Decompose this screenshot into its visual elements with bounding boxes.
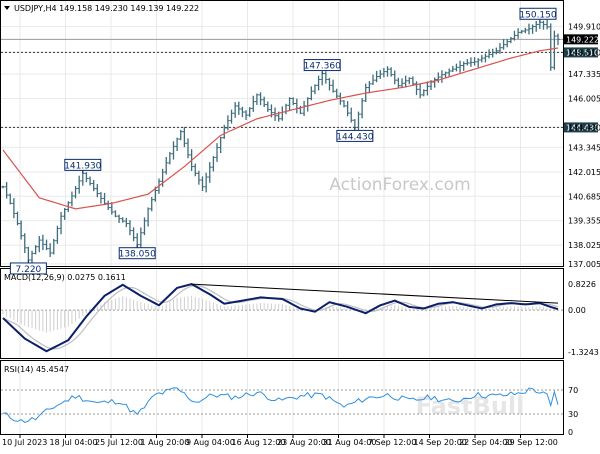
annotation-box [118, 247, 156, 260]
x-tick-label: 29 Sep 12:00 [505, 438, 558, 447]
price-y-tick-label: 142.015 [568, 168, 600, 177]
macd-header: MACD(12,26,9) 0.0275 0.1611 [4, 273, 126, 282]
moving-average-line [2, 47, 559, 210]
x-tick-label: 23 Aug 20:00 [277, 438, 331, 447]
annotation-label: 138.050 [119, 250, 156, 260]
annotation-box [9, 262, 47, 275]
rsi-y-tick-label: 30 [568, 410, 578, 419]
x-tick-label: 1 Aug 20:00 [141, 438, 190, 447]
annotation-label: 144.430 [336, 132, 373, 142]
annotation-box [303, 59, 341, 72]
annotation-label: 141.930 [64, 161, 101, 171]
price-level-tag-label: 148.510 [566, 48, 599, 57]
price-y-tick-label: 138.025 [568, 241, 600, 250]
dropdown-triangle-icon[interactable] [4, 6, 10, 10]
symbol-header: USDJPY,H4 149.158 149.230 149.139 149.22… [14, 4, 199, 13]
watermark-actionforex: ActionForex.com [329, 175, 470, 195]
x-tick-label: 14 Sep 20:00 [414, 438, 467, 447]
price-level-tag-label: 144.430 [566, 123, 599, 132]
macd-trendline [191, 283, 559, 304]
annotation-label: 147.360 [304, 62, 341, 72]
macd-series [1, 283, 563, 353]
price-annotations: 150.150 147.360 144.430 141.930 138.050 7.220 [9, 7, 557, 275]
rsi-header: RSI(14) 45.4547 [4, 365, 69, 374]
macd-pane-border [0, 268, 564, 359]
price-y-tick-label: 149.910 [568, 23, 600, 32]
price-y-tick-label: 139.355 [568, 217, 600, 226]
current-price-tag-label: 149.222 [566, 35, 599, 44]
macd-y-tick-label: 0.8226 [568, 280, 596, 289]
x-tick-label: 16 Aug 12:00 [232, 438, 286, 447]
price-level-tag [564, 47, 598, 58]
price-level-tag [564, 122, 598, 133]
macd-y-tick-label: 0.00 [568, 306, 586, 315]
rsi-y-tick-label: 0 [568, 428, 573, 437]
price-y-tick-label: 137.005 [568, 260, 600, 269]
price-y-tick-label: 143.345 [568, 143, 600, 152]
macd-y-tick-label: -1.3243 [568, 348, 599, 357]
price-y-tick-label: 147.335 [568, 70, 600, 79]
macd-line [2, 283, 559, 353]
annotation-box [64, 158, 102, 171]
grid-layer [1, 1, 563, 434]
x-tick-label: 18 Jul 04:00 [50, 438, 98, 447]
annotation-label: 150.150 [519, 10, 556, 20]
y-axis-labels: 149.910 148.510 147.335 146.005 144.430 143.3… [568, 23, 600, 437]
annotation-box [519, 7, 557, 20]
x-tick-label: 31 Aug 04:00 [323, 438, 377, 447]
annotation-box [336, 129, 374, 142]
x-tick-label: 22 Sep 04:00 [459, 438, 512, 447]
rsi-series [1, 387, 563, 423]
x-tick-label: 9 Aug 04:00 [186, 438, 235, 447]
current-price-tag [564, 34, 598, 45]
x-tick-label: 7 Sep 12:00 [368, 438, 416, 447]
watermark-fastbull: FastBull [416, 392, 525, 420]
rsi-line [2, 387, 559, 423]
price-pane-border [0, 0, 564, 267]
rsi-y-tick-label: 70 [568, 386, 578, 395]
annotation-label: 7.220 [16, 265, 42, 275]
price-series [1, 19, 560, 265]
price-y-tick-label: 140.685 [568, 192, 600, 201]
price-y-tick-label: 146.005 [568, 94, 600, 103]
x-tick-label: 25 Jul 12:00 [95, 438, 143, 447]
price-y-tick-label: 144.430 [568, 123, 600, 132]
x-tick-label: 10 Jul 2023 [2, 438, 47, 447]
rsi-pane-border [0, 360, 564, 435]
price-y-tick-label: 148.510 [568, 48, 600, 57]
price-levels: 148.510 144.430 149.222 [1, 34, 599, 133]
